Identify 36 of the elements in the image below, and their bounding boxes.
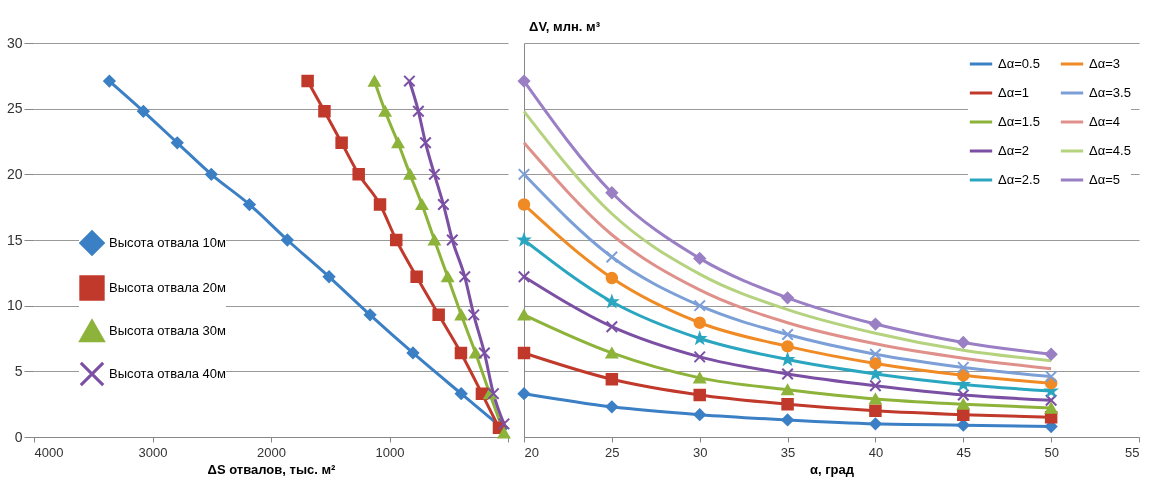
y-tick-label: 25 — [6, 100, 23, 117]
legend-label: Высота отвала 10м — [109, 235, 227, 250]
y-tick-label: 10 — [6, 297, 23, 314]
legend-label: Высота отвала 30м — [109, 323, 227, 338]
x-tick-label: 45 — [956, 444, 972, 460]
y-tick-label: 0 — [14, 428, 23, 445]
legend-label: Δα=5 — [1089, 172, 1121, 187]
legend-label: Δα=3 — [1089, 56, 1121, 71]
legend-label: Δα=4.5 — [1089, 143, 1131, 158]
legend-label: Δα=2 — [998, 143, 1030, 158]
x-tick-label: 50 — [1044, 444, 1059, 460]
y-tick-label: 20 — [6, 165, 23, 182]
y-axis-title: ΔV, млн. м³ — [529, 18, 601, 34]
y-tick-label: 5 — [14, 362, 23, 379]
x-axis-title: α, град — [809, 461, 855, 477]
legend-label: Δα=0.5 — [998, 56, 1040, 71]
legend-label: Δα=1.5 — [998, 114, 1040, 129]
x-tick-label: 40 — [868, 444, 884, 460]
legend-label: Δα=3.5 — [1089, 85, 1131, 100]
x-tick-label: 25 — [605, 444, 620, 460]
legend-label: Высота отвала 20м — [109, 280, 227, 295]
legend-label: Δα=2.5 — [998, 172, 1040, 187]
x-tick-label: 20 — [524, 444, 539, 460]
legend-label: Δα=4 — [1089, 114, 1121, 129]
y-tick-label: 30 — [6, 34, 23, 51]
y-tick-label: 15 — [6, 231, 23, 248]
x-tick-label: 2000 — [257, 444, 286, 460]
legend-label: Δα=1 — [998, 85, 1030, 100]
legend-label: Высота отвала 40м — [109, 366, 227, 381]
x-tick-label: 3000 — [138, 444, 168, 460]
x-tick-label: 30 — [692, 444, 708, 460]
x-tick-label: 4000 — [34, 444, 64, 460]
x-tick-label: 55 — [1125, 444, 1140, 460]
x-tick-label: 35 — [780, 444, 796, 460]
x-tick-label: 1000 — [375, 444, 405, 460]
x-axis-title: ΔS отвалов, тыс. м² — [207, 461, 337, 477]
